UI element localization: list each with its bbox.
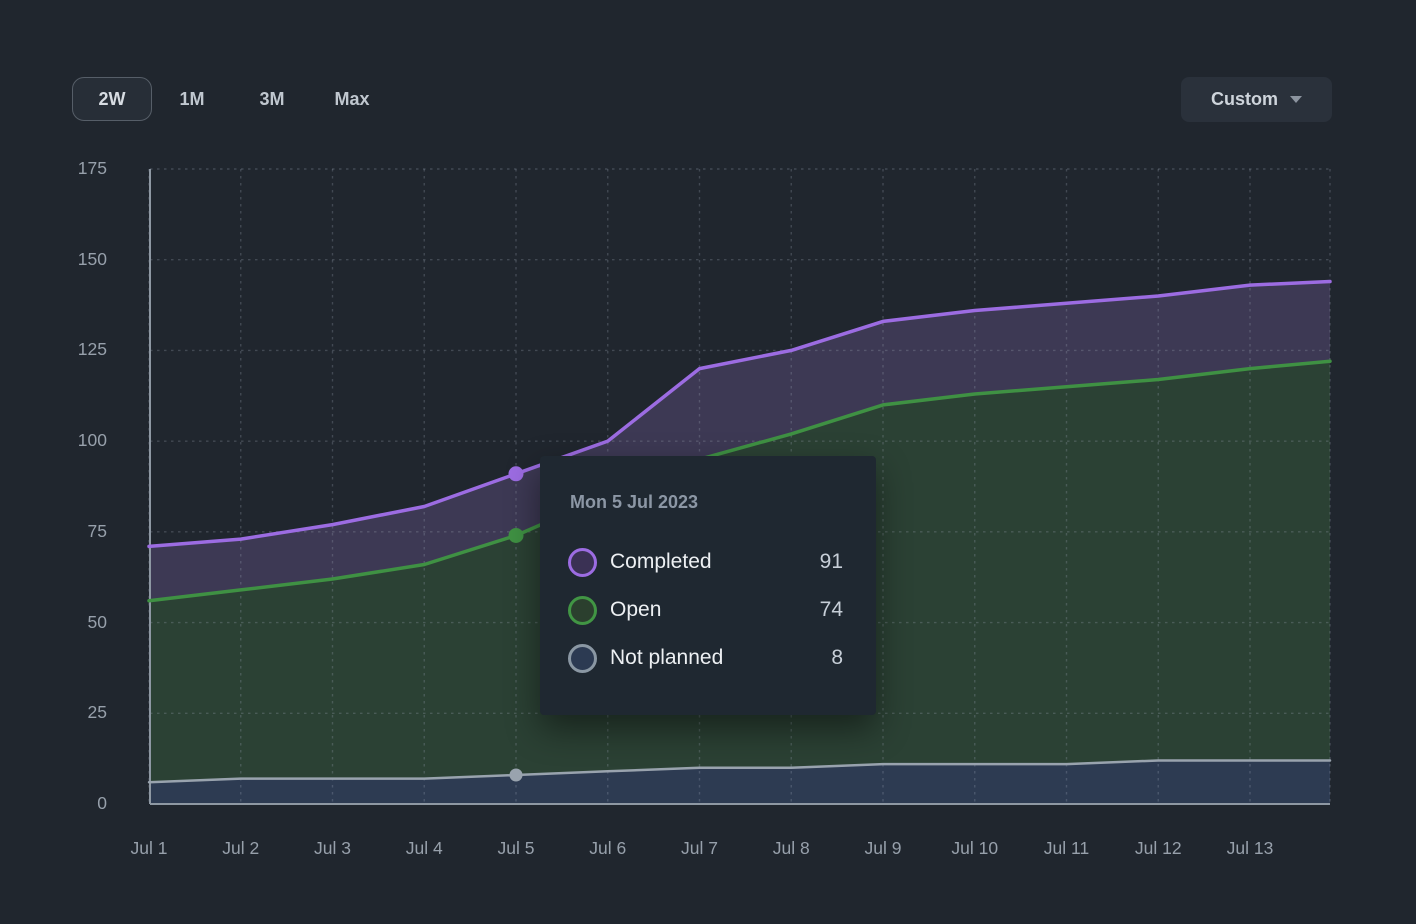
x-axis-tick-label: Jul 6 <box>589 838 627 858</box>
y-axis-tick-label: 0 <box>97 793 107 813</box>
not-planned-area <box>149 760 1330 804</box>
completed-line <box>147 279 1332 549</box>
tooltip-row-open: Open 74 <box>568 586 843 634</box>
x-axis-tick-label: Jul 8 <box>772 838 810 858</box>
tooltip-value: 8 <box>831 646 843 669</box>
completed-swatch-icon <box>568 547 597 577</box>
range-selector: 2W 1M 3M Max <box>72 77 392 121</box>
range-button-3m[interactable]: 3M <box>232 77 312 121</box>
y-axis-tick-label: 150 <box>77 248 107 269</box>
y-axis-tick-label: 75 <box>87 520 107 541</box>
tooltip-row-not-planned: Not planned 8 <box>568 634 843 682</box>
chart-tooltip: Mon 5 Jul 2023 Completed 91 Open 74 Not … <box>540 456 876 715</box>
y-axis-tick-label: 125 <box>77 339 107 360</box>
y-axis-tick-label: 100 <box>77 430 107 451</box>
x-axis-tick-label: Jul 13 <box>1226 838 1274 858</box>
range-button-2w[interactable]: 2W <box>72 77 152 121</box>
x-axis-tick-label: Jul 10 <box>951 838 999 858</box>
tooltip-label: Completed <box>610 550 712 573</box>
open-line <box>147 359 1332 603</box>
y-axis-tick-label: 25 <box>87 702 107 723</box>
y-axis-tick-label: 50 <box>87 611 107 632</box>
open-swatch-icon <box>568 595 597 625</box>
not-planned-line <box>147 759 1332 784</box>
tooltip-label: Not planned <box>610 646 724 669</box>
tooltip-date: Mon 5 Jul 2023 <box>570 492 699 512</box>
x-axis-tick-label: Jul 1 <box>130 838 168 858</box>
x-axis-tick-label: Jul 4 <box>405 838 443 858</box>
completed-highlight-marker <box>508 466 524 482</box>
range-button-1m[interactable]: 1M <box>152 77 232 121</box>
not-planned-swatch-icon <box>568 643 597 673</box>
x-axis-tick-label: Jul 11 <box>1043 838 1090 858</box>
tooltip-value: 91 <box>819 550 843 573</box>
chevron-down-icon <box>1290 96 1302 103</box>
x-axis-tick-label: Jul 3 <box>314 838 351 858</box>
tooltip-value: 74 <box>819 598 843 621</box>
open-highlight-marker <box>508 527 524 543</box>
x-axis-tick-label: Jul 9 <box>864 838 902 858</box>
range-button-max[interactable]: Max <box>312 77 392 121</box>
not-planned-highlight-marker <box>509 768 523 782</box>
x-axis-tick-label: Jul 12 <box>1134 838 1182 858</box>
custom-range-label: Custom <box>1211 89 1278 109</box>
y-axis-tick-label: 175 <box>77 158 107 178</box>
tooltip-row-completed: Completed 91 <box>568 538 843 586</box>
tooltip-rows: Completed 91 Open 74 Not planned 8 <box>568 538 843 682</box>
tooltip-label: Open <box>610 598 662 621</box>
x-axis-tick-label: Jul 7 <box>681 838 718 858</box>
custom-range-button[interactable]: Custom <box>1181 77 1332 122</box>
x-axis-tick-label: Jul 2 <box>222 838 260 858</box>
toolbar: 2W 1M 3M Max Custom <box>0 0 1416 140</box>
x-axis-tick-label: Jul 5 <box>497 838 535 858</box>
